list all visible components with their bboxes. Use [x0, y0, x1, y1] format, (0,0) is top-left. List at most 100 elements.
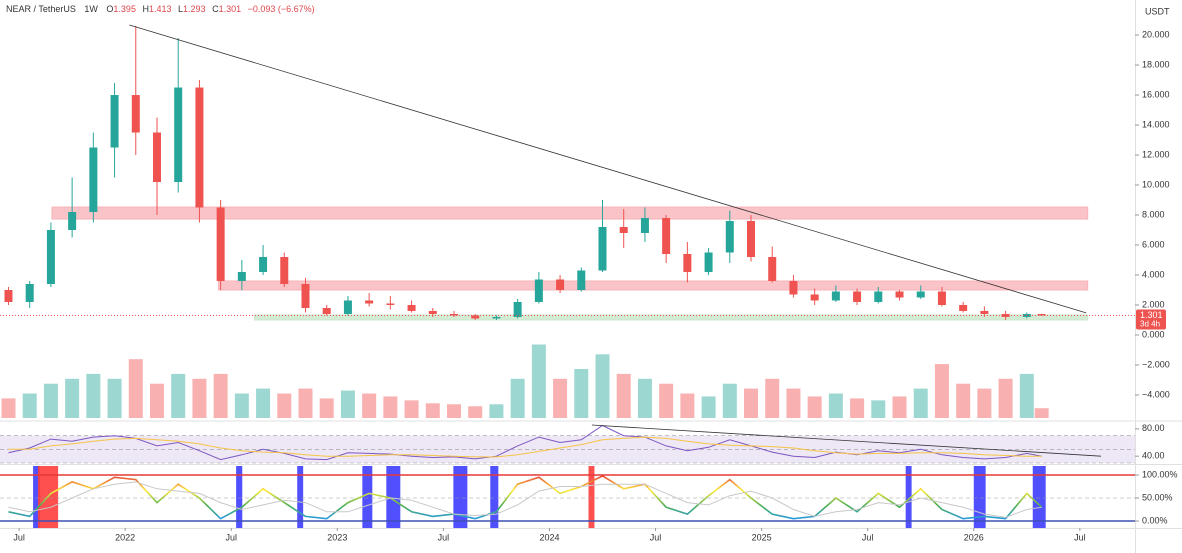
volume-bar [340, 390, 355, 418]
x-tick-label: Jul [862, 532, 874, 542]
candle-body [853, 291, 862, 302]
candle-body [25, 283, 34, 302]
candle-body [152, 132, 161, 183]
y-tick-label: 40.00 [1142, 451, 1165, 461]
volume-bar [807, 396, 822, 418]
trendline [591, 424, 1102, 457]
candle-body [725, 221, 734, 253]
volume-bar [149, 383, 164, 418]
volume-bar [489, 404, 504, 418]
y-tick-label: 2.000 [1142, 299, 1165, 309]
candle-body [916, 291, 925, 298]
zone [218, 280, 1089, 291]
volume-bar [892, 396, 907, 418]
volume-bar [574, 369, 589, 418]
candle-body [428, 310, 437, 314]
candle-body [810, 294, 819, 301]
candle-body [68, 212, 77, 230]
candle-body [216, 207, 225, 281]
volume-bar [765, 378, 780, 418]
candle-body [131, 95, 140, 133]
candle-body [577, 270, 586, 290]
y-tick-label: 0.00% [1142, 515, 1168, 525]
zone [254, 314, 1089, 321]
volume-bar [850, 398, 865, 418]
volume-bar [1, 398, 16, 418]
y-tick-label: −4.000 [1142, 389, 1170, 399]
ohlc-label: C [212, 4, 219, 14]
volume-bar [256, 388, 271, 418]
x-tick-label: Jul [13, 532, 25, 542]
ohlc-label: H [142, 4, 149, 14]
volume-bar [998, 378, 1013, 418]
y-tick-label: 50.00% [1142, 492, 1173, 502]
highlight [362, 466, 373, 528]
candle-body [937, 291, 946, 305]
volume-bar [871, 400, 886, 418]
candle-body [556, 279, 565, 290]
candle-body [195, 87, 204, 208]
highlight [905, 466, 912, 528]
candle-body [492, 316, 501, 319]
volume-bar [362, 393, 377, 418]
volume-bar [171, 373, 186, 418]
x-tick-label: 2023 [327, 532, 347, 542]
x-tick-label: 2024 [539, 532, 559, 542]
trendline [129, 24, 1087, 314]
y-tick-label: 80.00 [1142, 423, 1165, 433]
y-tick-label: 100.00% [1142, 469, 1178, 479]
volume-bar [404, 400, 419, 418]
ohlc-value: 1.293 [183, 4, 206, 14]
y-tick-label: 10.000 [1142, 179, 1170, 189]
volume-bar [107, 378, 122, 418]
candle-body [301, 283, 310, 308]
volume-bar [86, 373, 101, 418]
candle-body [365, 300, 374, 304]
candle-body [280, 256, 289, 284]
volume-bar [43, 383, 58, 418]
symbol: NEAR / TetherUS [6, 4, 76, 14]
volume-bar [213, 373, 228, 418]
volume-bar [934, 364, 949, 418]
candle-body [980, 310, 989, 314]
highlight [453, 466, 468, 528]
candle-body [1037, 314, 1046, 316]
volume-bar [22, 393, 37, 418]
candle-body [704, 252, 713, 272]
series-line [8, 424, 1042, 461]
interval: 1W [84, 4, 98, 14]
y-tick-label: 12.000 [1142, 149, 1170, 159]
price-tag [1136, 309, 1166, 330]
highlight [297, 466, 304, 528]
axis-unit: USDT [1145, 6, 1170, 16]
candle-body [343, 300, 352, 314]
candle-body [386, 303, 395, 305]
volume-bar [701, 396, 716, 418]
x-tick-label: Jul [225, 532, 237, 542]
volume-bar [531, 344, 546, 418]
x-tick-label: 2022 [115, 532, 135, 542]
candle-body [110, 95, 119, 148]
countdown: 3d 4h [1140, 320, 1160, 329]
candle-body [619, 226, 628, 233]
price-tag-label: 1.301 [1140, 310, 1163, 320]
change: −0.093 (−6.67%) [248, 4, 315, 14]
candle-body [4, 289, 13, 302]
x-tick-label: 2025 [752, 532, 772, 542]
candle-body [747, 221, 756, 257]
volume-bar [234, 393, 249, 418]
volume-bar [510, 378, 525, 418]
volume-bar [786, 388, 801, 418]
y-tick-label: 14.000 [1142, 119, 1170, 129]
ohlc-value: 1.413 [149, 4, 172, 14]
volume-bar [659, 383, 674, 418]
highlight [1032, 466, 1046, 528]
y-tick-label: 20.000 [1142, 29, 1170, 39]
candle-body [89, 147, 98, 213]
volume-bar [977, 388, 992, 418]
candle-body [662, 218, 671, 254]
highlight [386, 466, 401, 528]
series-line [8, 436, 1042, 458]
